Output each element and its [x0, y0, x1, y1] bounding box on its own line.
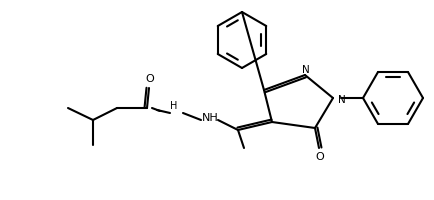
Text: NH: NH [202, 113, 218, 123]
Text: N: N [302, 65, 310, 75]
Text: O: O [146, 74, 155, 84]
Text: O: O [316, 152, 324, 162]
Text: H: H [170, 101, 178, 111]
Text: N: N [338, 95, 346, 105]
